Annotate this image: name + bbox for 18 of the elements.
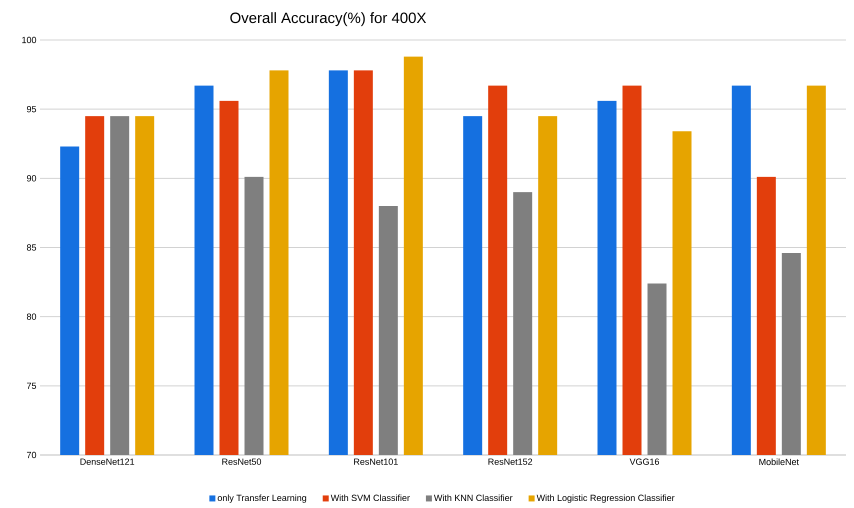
y-tick-label: 75 xyxy=(26,382,36,389)
y-tick-label: 70 xyxy=(26,452,36,458)
legend-label: With Logistic Regression Classifier xyxy=(536,494,674,503)
legend-label: With SVM Classifier xyxy=(330,494,410,502)
x-tick-label: ResNet152 xyxy=(488,458,532,465)
x-tick-label: ResNet50 xyxy=(222,458,262,465)
legend-label: only Transfer Learning xyxy=(218,494,306,503)
x-tick-label: VGG16 xyxy=(630,458,660,465)
y-tick-label: 95 xyxy=(26,106,36,112)
x-tick-label: ResNet101 xyxy=(354,458,398,465)
y-tick-label: 100 xyxy=(22,36,36,44)
legend-label: With KNN Classifier xyxy=(434,494,512,502)
x-tick-label: DenseNet121 xyxy=(80,458,134,465)
y-tick-label: 80 xyxy=(26,313,36,320)
y-tick-label: 90 xyxy=(26,175,36,182)
chart-title: Overall Accuracy(%) for 400X xyxy=(230,12,426,26)
x-tick-label: MobileNet xyxy=(759,458,799,466)
y-tick-label: 85 xyxy=(26,244,36,251)
